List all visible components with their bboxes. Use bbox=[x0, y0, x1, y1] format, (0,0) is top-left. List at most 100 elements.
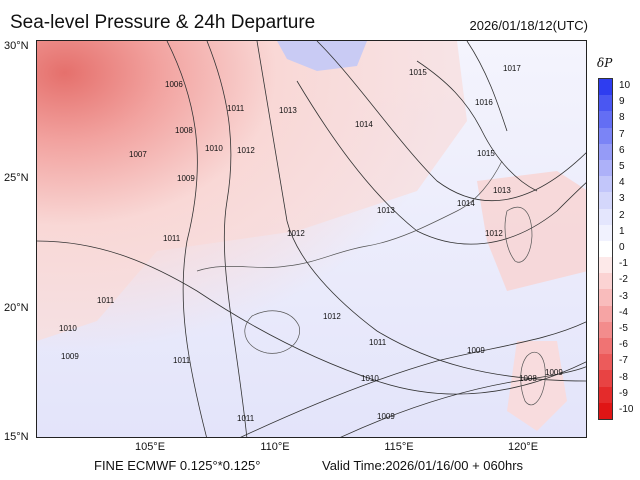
isobars bbox=[37, 41, 586, 437]
colorbar-cell bbox=[599, 159, 612, 177]
contour-label: 1011 bbox=[97, 296, 115, 305]
isobar-line bbox=[240, 321, 586, 437]
colorbar-title: δP bbox=[597, 56, 613, 70]
colorbar-cell bbox=[599, 305, 612, 322]
colorbar-label: -10 bbox=[619, 403, 634, 415]
map-panel: 1006 1008 1009 1010 1011 1012 1013 1014 … bbox=[36, 40, 587, 438]
valid-time-label: Valid Time:2026/01/16/00 + 060hrs bbox=[322, 458, 524, 473]
colorbar-cell bbox=[599, 338, 612, 355]
colorbar-label: 7 bbox=[619, 128, 625, 140]
contour-label: 1014 bbox=[457, 199, 475, 208]
hainan-island bbox=[244, 310, 300, 354]
colorbar-label: 0 bbox=[619, 242, 625, 253]
isobar-line bbox=[256, 41, 586, 382]
colorbar-cell bbox=[599, 176, 612, 193]
contour-label: 1006 bbox=[165, 80, 183, 89]
colorbar-cell bbox=[599, 402, 612, 419]
contour-label: 1012 bbox=[323, 312, 341, 321]
contour-label: 1010 bbox=[205, 144, 223, 153]
isobar-line bbox=[416, 60, 538, 192]
lat-tick-15n: 15°N bbox=[4, 431, 29, 443]
colorbar-label: -6 bbox=[619, 339, 628, 351]
chart-title: Sea-level Pressure & 24h Departure bbox=[10, 12, 316, 33]
isobar-line bbox=[296, 80, 586, 245]
colorbar-cell bbox=[599, 127, 612, 144]
colorbar-label: 3 bbox=[619, 193, 625, 205]
taiwan-island bbox=[504, 206, 533, 263]
contour-label: 1015 bbox=[409, 68, 427, 77]
colorbar-cell bbox=[599, 79, 612, 96]
contour-label: 1009 bbox=[467, 346, 485, 355]
colorbar-cell bbox=[599, 289, 612, 306]
lon-tick-105e: 105°E bbox=[134, 441, 166, 453]
contour-label: 1012 bbox=[287, 229, 305, 238]
colorbar-cell bbox=[599, 143, 612, 160]
isobar-line bbox=[466, 41, 508, 132]
colorbar-cell bbox=[599, 208, 612, 225]
lat-tick-25n: 25°N bbox=[4, 172, 29, 184]
contour-label: 1014 bbox=[355, 120, 373, 129]
contour-label: 1011 bbox=[369, 338, 387, 347]
colorbar-cell bbox=[599, 273, 612, 290]
contour-label: 1011 bbox=[163, 234, 181, 243]
colorbar-label: 9 bbox=[619, 96, 625, 108]
colorbar-label: 10 bbox=[619, 80, 631, 92]
contour-label: 1013 bbox=[493, 186, 511, 195]
luzon-island bbox=[520, 351, 546, 406]
colorbar bbox=[598, 78, 613, 420]
lon-tick-120e: 120°E bbox=[507, 441, 539, 453]
colorbar-cell bbox=[599, 386, 612, 403]
lon-tick-110e: 110°E bbox=[260, 441, 290, 453]
colorbar-label: -4 bbox=[619, 306, 628, 318]
contour-label: 1009 bbox=[177, 174, 195, 183]
contour-label: 1008 bbox=[175, 126, 193, 135]
isobar-line bbox=[37, 240, 586, 395]
colorbar-cell bbox=[599, 224, 612, 241]
isobar-line bbox=[316, 41, 586, 202]
pressure-map: 1006 1008 1009 1010 1011 1012 1013 1014 … bbox=[37, 41, 586, 437]
colorbar-cell bbox=[599, 321, 612, 338]
colorbar-label: -7 bbox=[619, 355, 628, 367]
contour-label: 1011 bbox=[173, 356, 191, 365]
contour-label: 1008 bbox=[519, 374, 537, 383]
colorbar-cell bbox=[599, 111, 612, 128]
contour-labels: 1006 1008 1009 1010 1011 1012 1013 1014 … bbox=[59, 64, 563, 423]
colorbar-label: 1 bbox=[619, 225, 625, 237]
contour-label: 1010 bbox=[59, 324, 77, 333]
lat-tick-20n: 20°N bbox=[4, 302, 29, 314]
contour-label: 1011 bbox=[237, 414, 255, 423]
colorbar-cell bbox=[599, 354, 612, 371]
colorbar-cell bbox=[599, 95, 612, 112]
contour-label: 1009 bbox=[377, 412, 395, 421]
china-coastline bbox=[196, 160, 503, 272]
colorbar-label: 5 bbox=[619, 161, 625, 173]
philippine-rise-area bbox=[507, 341, 567, 431]
taiwan-rise-area bbox=[477, 171, 586, 291]
colorbar-cell bbox=[599, 240, 612, 258]
contour-label: 1015 bbox=[477, 149, 495, 158]
colorbar-cell bbox=[599, 370, 612, 387]
colorbar-label: -5 bbox=[619, 322, 628, 334]
colorbar-cell bbox=[599, 192, 612, 209]
contour-label: 1013 bbox=[377, 206, 395, 215]
coastlines bbox=[196, 160, 546, 406]
colorbar-label: 6 bbox=[619, 144, 625, 156]
contour-label: 1010 bbox=[361, 374, 379, 383]
colorbar-label: 4 bbox=[619, 177, 625, 189]
contour-label: 1007 bbox=[129, 150, 147, 159]
isobar-line bbox=[206, 41, 248, 437]
colorbar-label: -2 bbox=[619, 274, 628, 286]
contour-label: 1013 bbox=[279, 106, 297, 115]
contour-label: 1009 bbox=[61, 352, 79, 361]
lat-tick-30n: 30°N bbox=[4, 40, 29, 52]
lon-tick-115e: 115°E bbox=[384, 441, 414, 453]
isobar-line bbox=[340, 366, 586, 437]
isobar-line bbox=[166, 41, 207, 437]
datetime-label: 2026/01/18/12(UTC) bbox=[469, 18, 588, 33]
contour-label: 1017 bbox=[503, 64, 521, 73]
colorbar-label: -1 bbox=[619, 258, 628, 270]
colorbar-label: 2 bbox=[619, 209, 625, 221]
colorbar-label: 8 bbox=[619, 112, 625, 124]
contour-label: 1016 bbox=[475, 98, 493, 107]
colorbar-label: -3 bbox=[619, 290, 628, 302]
